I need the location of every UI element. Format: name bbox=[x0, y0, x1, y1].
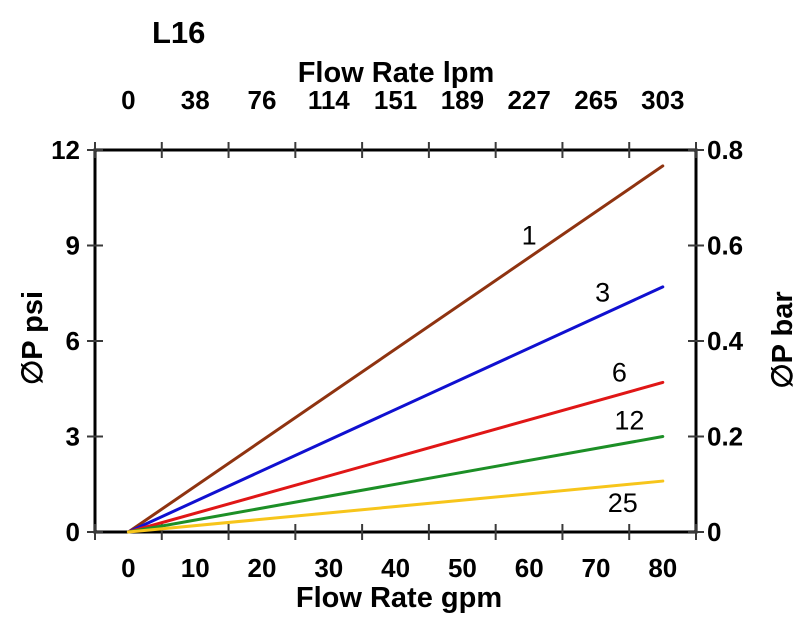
bottom-tick-label: 30 bbox=[314, 553, 343, 583]
right-tick-label: 0.4 bbox=[707, 326, 744, 356]
top-tick-label: 38 bbox=[181, 85, 210, 115]
bottom-axis-title: Flow Rate gpm bbox=[296, 582, 502, 614]
right-tick-label: 0 bbox=[707, 517, 721, 547]
series-line-6 bbox=[126, 380, 665, 534]
chart-title: L16 bbox=[152, 15, 205, 50]
bottom-tick-label: 20 bbox=[248, 553, 277, 583]
left-tick-label: 9 bbox=[66, 231, 80, 261]
bottom-tick-label: 40 bbox=[381, 553, 410, 583]
series-label-3: 3 bbox=[595, 277, 610, 307]
right-tick-label: 0.6 bbox=[707, 231, 743, 261]
series-line-3 bbox=[126, 285, 665, 534]
top-tick-label: 151 bbox=[374, 85, 417, 115]
series-line-12 bbox=[126, 435, 665, 534]
bottom-tick-label: 60 bbox=[515, 553, 544, 583]
series-label-12: 12 bbox=[614, 405, 644, 435]
top-axis-title: Flow Rate lpm bbox=[298, 57, 495, 89]
series-label-25: 25 bbox=[608, 488, 638, 518]
series-label-1: 1 bbox=[522, 220, 537, 250]
plot-box bbox=[93, 148, 698, 534]
right-tick-label: 0.2 bbox=[707, 422, 743, 452]
right-tick-label: 0.8 bbox=[707, 135, 743, 165]
bottom-tick-label: 50 bbox=[448, 553, 477, 583]
top-tick-label: 227 bbox=[508, 85, 551, 115]
top-tick-label: 76 bbox=[248, 85, 277, 115]
top-tick-label: 114 bbox=[308, 85, 350, 115]
series-label-6: 6 bbox=[612, 358, 627, 388]
top-tick-label: 265 bbox=[574, 85, 617, 115]
bottom-tick-label: 0 bbox=[121, 553, 135, 583]
series-line-25 bbox=[126, 479, 665, 534]
top-tick-label: 303 bbox=[641, 85, 684, 115]
bottom-tick-label: 70 bbox=[582, 553, 611, 583]
left-tick-label: 0 bbox=[66, 517, 80, 547]
right-axis-title: ∅P bar bbox=[767, 291, 799, 388]
left-tick-label: 12 bbox=[51, 135, 80, 165]
left-tick-label: 3 bbox=[66, 422, 80, 452]
bottom-tick-label: 10 bbox=[181, 553, 210, 583]
bottom-tick-label: 80 bbox=[648, 553, 677, 583]
top-tick-label: 0 bbox=[121, 85, 135, 115]
top-tick-label: 189 bbox=[441, 85, 484, 115]
left-axis-title: ∅P psi bbox=[17, 291, 49, 385]
series-line-1 bbox=[126, 164, 665, 534]
left-tick-label: 6 bbox=[66, 326, 80, 356]
